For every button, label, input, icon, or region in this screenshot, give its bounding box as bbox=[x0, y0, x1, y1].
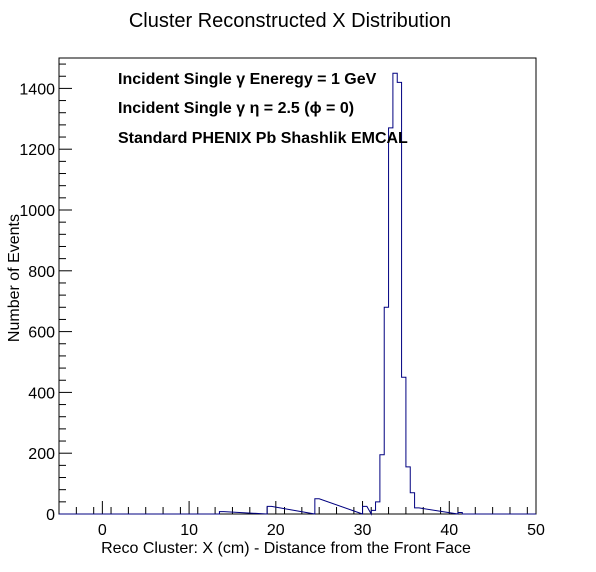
y-tick-label: 800 bbox=[28, 264, 55, 281]
histogram-bin bbox=[315, 499, 319, 514]
x-tick-label: 30 bbox=[354, 522, 372, 539]
histogram-bin bbox=[410, 493, 414, 514]
histogram-bin bbox=[371, 510, 375, 514]
y-axis-label: Number of Events bbox=[6, 214, 23, 342]
plot-frame bbox=[58, 57, 537, 515]
histogram-bin bbox=[415, 508, 419, 514]
annotation-eta-phi: Incident Single γ η = 2.5 (ϕ = 0) bbox=[118, 100, 354, 117]
annotation-detector: Standard PHENIX Pb Shashlik EMCAL bbox=[118, 130, 408, 147]
y-tick-label: 1400 bbox=[19, 81, 55, 98]
histogram-bin bbox=[376, 502, 380, 514]
histogram-outline bbox=[59, 72, 536, 516]
x-axis-label: Reco Cluster: X (cm) - Distance from the… bbox=[101, 540, 471, 557]
x-tick-label: 0 bbox=[98, 522, 107, 539]
histogram-bin bbox=[363, 506, 367, 514]
x-tick-label: 40 bbox=[440, 522, 458, 539]
annotation-energy: Incident Single γ Eneregy = 1 GeV bbox=[118, 71, 377, 88]
y-tick-label: 1200 bbox=[19, 142, 55, 159]
histogram-bin bbox=[402, 377, 406, 514]
x-tick-label: 10 bbox=[180, 522, 198, 539]
x-tick-label: 20 bbox=[267, 522, 285, 539]
y-tick-label: 400 bbox=[28, 385, 55, 402]
histogram-bin bbox=[406, 467, 410, 514]
y-tick-label: 1000 bbox=[19, 203, 55, 220]
histogram-bin bbox=[380, 455, 384, 514]
chart-title: Cluster Reconstructed X Distribution bbox=[129, 10, 451, 32]
histogram-bin bbox=[267, 506, 271, 514]
y-tick-label: 200 bbox=[28, 446, 55, 463]
histogram-bin bbox=[389, 128, 393, 514]
y-tick-label: 600 bbox=[28, 325, 55, 342]
x-axis: 0 10 20 30 40 50 bbox=[58, 501, 545, 539]
x-tick-label: 50 bbox=[527, 522, 545, 539]
y-axis: 0 200 400 600 800 1000 1200 1400 bbox=[19, 63, 72, 524]
y-tick-label: 0 bbox=[46, 507, 55, 524]
histogram-bin bbox=[397, 82, 401, 514]
histogram-bin bbox=[384, 307, 388, 514]
